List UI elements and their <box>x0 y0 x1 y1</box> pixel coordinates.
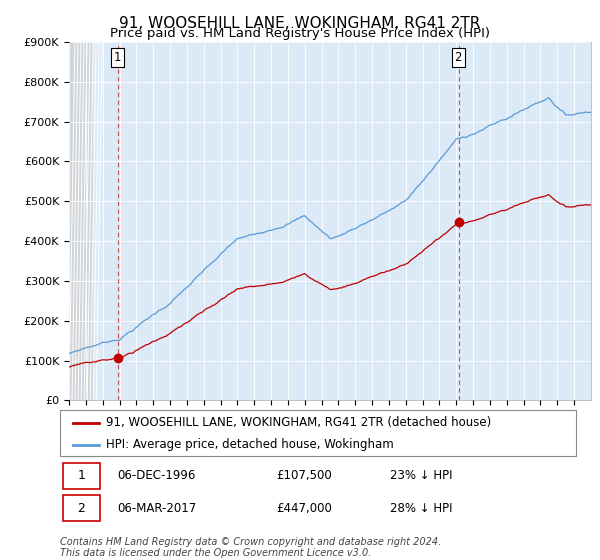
Text: 91, WOOSEHILL LANE, WOKINGHAM, RG41 2TR (detached house): 91, WOOSEHILL LANE, WOKINGHAM, RG41 2TR … <box>106 417 491 430</box>
Text: 2: 2 <box>77 502 85 515</box>
Text: 06-MAR-2017: 06-MAR-2017 <box>117 502 196 515</box>
Text: 23% ↓ HPI: 23% ↓ HPI <box>390 469 453 483</box>
Text: Contains HM Land Registry data © Crown copyright and database right 2024.
This d: Contains HM Land Registry data © Crown c… <box>60 536 441 558</box>
Bar <box>69 42 92 400</box>
Text: 2: 2 <box>455 52 462 64</box>
Text: 28% ↓ HPI: 28% ↓ HPI <box>390 502 453 515</box>
Text: 91, WOOSEHILL LANE, WOKINGHAM, RG41 2TR: 91, WOOSEHILL LANE, WOKINGHAM, RG41 2TR <box>119 16 481 31</box>
Text: £447,000: £447,000 <box>277 502 332 515</box>
FancyBboxPatch shape <box>62 463 100 489</box>
Text: £107,500: £107,500 <box>277 469 332 483</box>
FancyBboxPatch shape <box>62 495 100 521</box>
Text: 06-DEC-1996: 06-DEC-1996 <box>117 469 195 483</box>
Text: 1: 1 <box>113 52 121 64</box>
Text: 1: 1 <box>77 469 85 483</box>
Text: HPI: Average price, detached house, Wokingham: HPI: Average price, detached house, Woki… <box>106 438 394 451</box>
Text: Price paid vs. HM Land Registry's House Price Index (HPI): Price paid vs. HM Land Registry's House … <box>110 27 490 40</box>
